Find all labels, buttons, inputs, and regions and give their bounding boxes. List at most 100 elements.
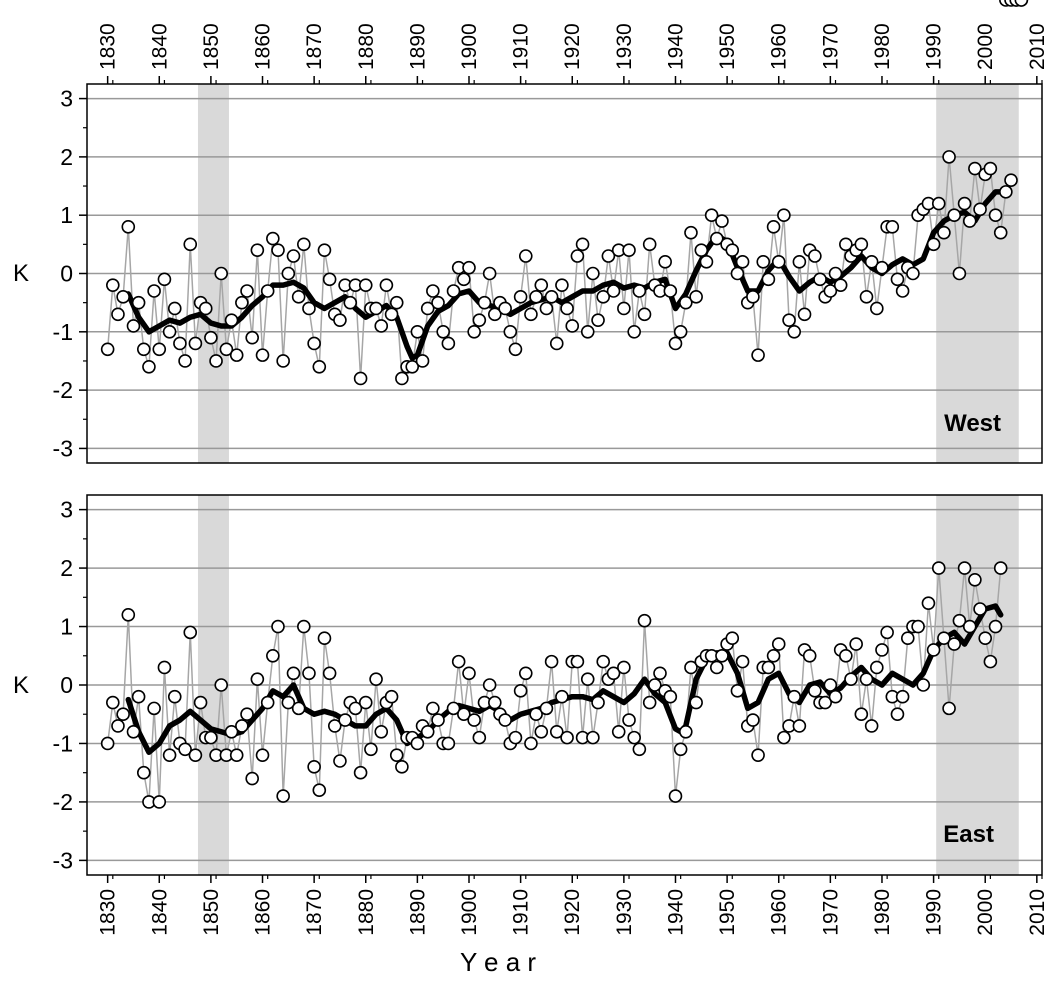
data-point-east xyxy=(746,713,760,727)
data-point-west xyxy=(297,237,311,252)
data-point-west xyxy=(937,225,951,240)
data-point-east xyxy=(544,654,559,669)
data-point-west xyxy=(766,220,781,234)
data-point-east xyxy=(792,719,807,733)
y-tick-label-east: -1 xyxy=(53,730,73,756)
data-point-east xyxy=(214,678,229,692)
data-point-east xyxy=(611,724,626,739)
x-tick-label-bottom: 1880 xyxy=(355,889,378,936)
data-point-west xyxy=(467,325,481,339)
data-point-east xyxy=(374,724,389,739)
y-tick-label-west: 0 xyxy=(60,261,73,287)
data-point-west xyxy=(240,284,254,298)
data-point-west xyxy=(560,301,574,316)
data-point-east xyxy=(679,724,693,739)
data-point-east xyxy=(266,648,280,663)
y-axis-label-east: K xyxy=(13,672,29,699)
data-point-west xyxy=(389,295,404,310)
data-point-west xyxy=(854,237,869,252)
data-point-west xyxy=(426,284,440,298)
data-point-west xyxy=(663,284,678,298)
data-point-east xyxy=(488,695,502,710)
data-point-west xyxy=(317,243,332,257)
data-point-west xyxy=(1004,173,1018,188)
data-point-west xyxy=(549,336,564,351)
annual-points xyxy=(100,0,1029,809)
data-point-east xyxy=(823,678,838,692)
data-point-west xyxy=(374,319,389,333)
data-point-east xyxy=(962,619,977,634)
data-point-east xyxy=(931,561,946,575)
data-point-west xyxy=(580,325,595,339)
x-tick-label-bottom: 1970 xyxy=(819,889,842,936)
data-point-west xyxy=(658,255,672,269)
data-point-west xyxy=(968,161,982,176)
data-point-east xyxy=(875,643,889,657)
x-tick-label-top: 1920 xyxy=(561,23,584,70)
data-point-east xyxy=(947,637,962,651)
data-point-east xyxy=(524,736,538,751)
data-point-west xyxy=(302,301,316,316)
data-point-west xyxy=(167,301,182,316)
data-point-west xyxy=(173,336,187,351)
data-point-west xyxy=(488,307,502,322)
panel-label-west: West xyxy=(944,410,1001,437)
data-point-east xyxy=(193,695,208,710)
data-point-west xyxy=(266,231,280,246)
x-tick-label-top: 2010 xyxy=(1026,23,1049,70)
data-point-west xyxy=(255,348,270,362)
data-point-east xyxy=(916,678,931,692)
data-point-west xyxy=(503,325,518,339)
data-point-west xyxy=(839,237,853,252)
data-point-east xyxy=(771,637,786,651)
data-point-west xyxy=(684,225,698,240)
data-point-east xyxy=(622,713,636,727)
data-point-west xyxy=(606,284,621,298)
data-point-west xyxy=(250,243,265,257)
data-point-east xyxy=(859,672,874,686)
data-point-east xyxy=(395,760,409,774)
data-point-west xyxy=(746,290,760,304)
data-point-east xyxy=(591,695,605,710)
data-point-east xyxy=(828,689,843,704)
x-tick-label-top: 1860 xyxy=(252,23,275,70)
data-point-west xyxy=(751,348,765,362)
y-tick-label-east: -3 xyxy=(53,847,73,873)
data-point-east xyxy=(606,666,621,681)
data-point-east xyxy=(178,742,192,757)
data-point-west xyxy=(627,325,641,339)
data-point-east xyxy=(709,660,724,675)
data-point-east xyxy=(229,748,244,762)
data-point-east xyxy=(317,631,332,646)
x-tick-label-top: 1930 xyxy=(613,23,636,70)
y-tick-label-east: 0 xyxy=(60,672,73,698)
data-point-west xyxy=(730,266,745,281)
data-point-east xyxy=(472,730,487,745)
x-tick-label-top: 1830 xyxy=(97,23,120,70)
data-point-east xyxy=(307,760,321,774)
data-point-east xyxy=(162,748,177,762)
data-point-east xyxy=(911,619,925,634)
data-point-west xyxy=(962,214,977,228)
data-point-west xyxy=(498,301,512,316)
data-point-west xyxy=(555,278,569,292)
data-point-west xyxy=(756,255,771,269)
axes: -3 -2 -1 0 1 2 3 -3 -2 -1 0 1 2 3 1830 1830 1840 1840 1850… xyxy=(53,23,1049,935)
data-point-east xyxy=(235,719,249,733)
data-point-east xyxy=(854,707,869,722)
data-point-east xyxy=(420,724,435,739)
data-point-west xyxy=(642,237,657,252)
data-point-west xyxy=(828,266,843,281)
x-tick-label-bottom: 1950 xyxy=(716,889,739,936)
data-point-west xyxy=(808,249,822,263)
data-point-west xyxy=(441,336,456,351)
data-point-west xyxy=(436,325,450,339)
data-point-west xyxy=(988,208,1003,222)
data-point-east xyxy=(968,572,982,587)
data-point-east xyxy=(648,678,662,692)
x-tick-label-bottom: 2000 xyxy=(974,889,997,936)
data-point-east xyxy=(100,736,115,751)
data-point-west xyxy=(596,290,611,304)
data-point-west xyxy=(111,307,125,322)
data-point-east xyxy=(297,619,311,634)
